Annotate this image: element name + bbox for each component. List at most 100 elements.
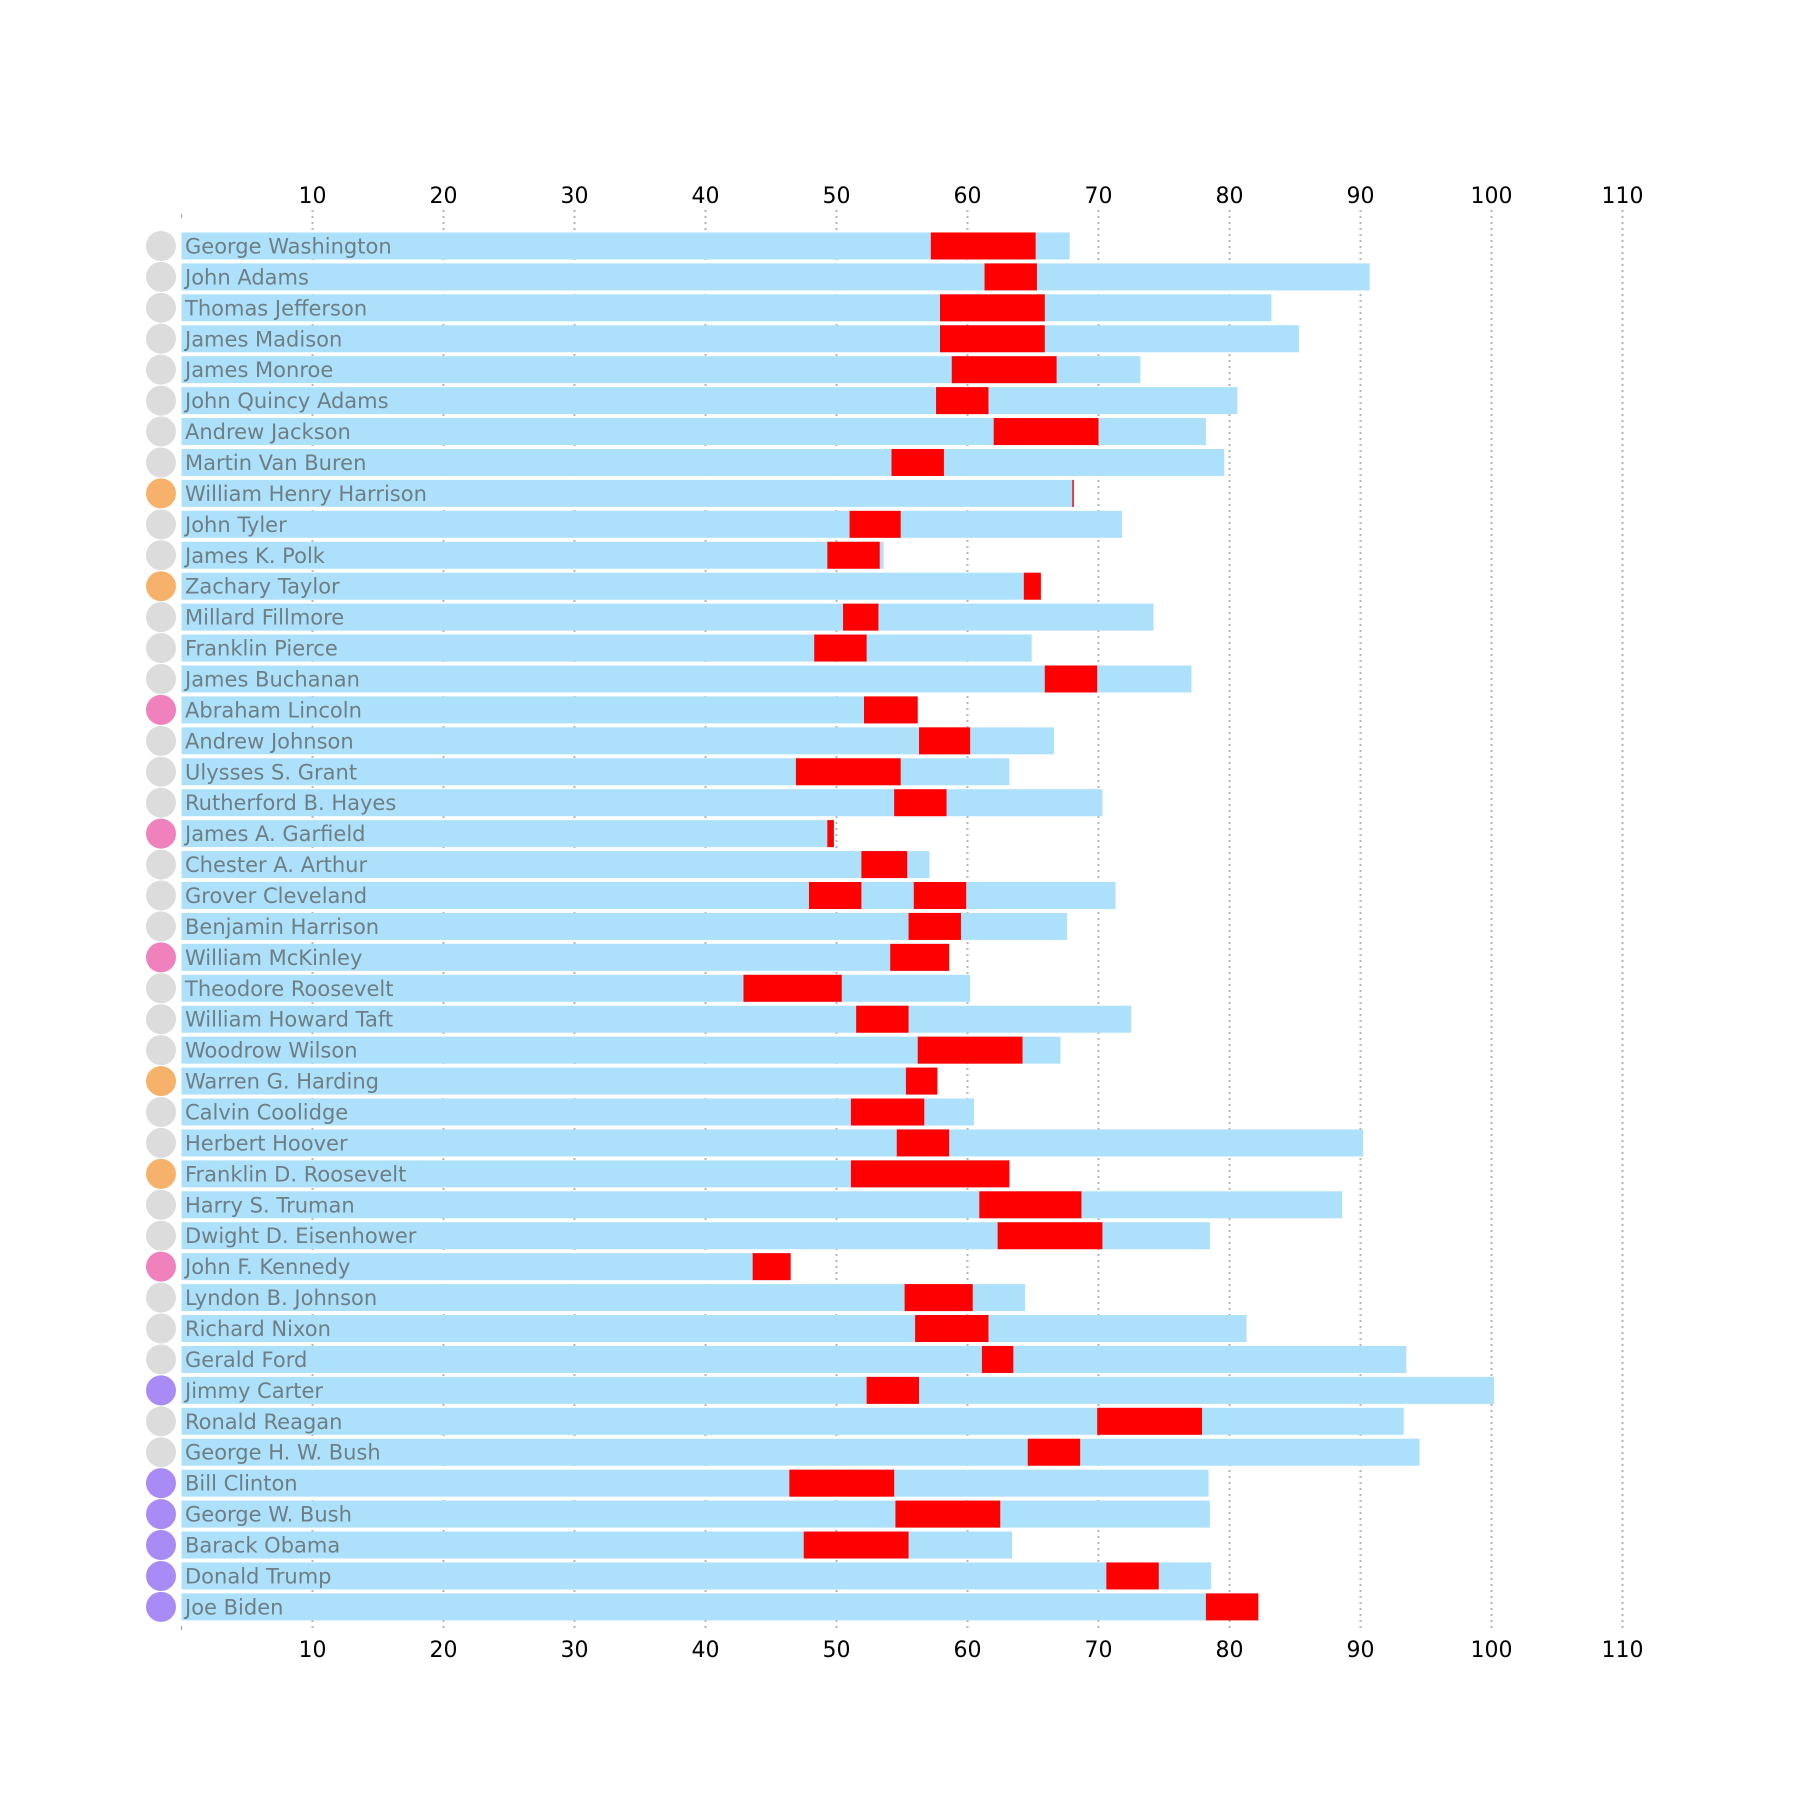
term-bar [752,1253,791,1281]
president-row: Harry S. Truman [146,1189,1343,1220]
president-row: Bill Clinton [146,1468,1209,1499]
lifespan-bar [181,665,1192,693]
status-marker [146,385,176,416]
president-row: Herbert Hoover [146,1127,1364,1158]
status-marker [146,942,176,973]
status-marker [146,973,176,1004]
term-bar [795,758,901,786]
lifespan-bar [181,1407,1404,1435]
president-name: Rutherford B. Hayes [185,791,396,815]
top-tick-label: 110 [1602,184,1644,209]
president-name: Benjamin Harrison [185,915,379,939]
president-row: Ulysses S. Grant [146,756,1010,787]
status-marker [146,911,176,942]
president-name: Harry S. Truman [185,1193,355,1217]
president-row: Lyndon B. Johnson [146,1282,1026,1313]
president-name: Woodrow Wilson [185,1039,358,1063]
president-name: John Tyler [183,513,287,537]
president-row: Jimmy Carter [146,1375,1495,1406]
lifespan-bar [181,294,1272,322]
bottom-tick-label: 30 [561,1638,589,1663]
president-row: John Adams [146,261,1370,292]
president-row: Joe Biden [146,1591,1259,1622]
status-marker [146,725,176,756]
president-name: Franklin Pierce [185,637,338,661]
term-bar [866,1376,920,1404]
president-row: George W. Bush [146,1499,1210,1530]
president-name: James Monroe [183,358,333,382]
president-row: John Tyler [146,509,1123,540]
president-row: Andrew Johnson [146,725,1054,756]
lifespan-bar [181,943,950,971]
status-marker [146,1004,176,1035]
term-bar [930,232,1036,260]
status-marker [146,880,176,911]
lifespan-bar [181,448,1225,476]
president-row: James Madison [146,323,1299,354]
status-marker [146,1066,176,1097]
lifespan-bar [181,696,918,724]
president-name: Franklin D. Roosevelt [185,1162,406,1186]
bottom-tick-label: 100 [1471,1638,1513,1663]
president-row: Barack Obama [146,1530,1013,1561]
status-marker [146,540,176,571]
lifespan-bar [181,1129,1364,1157]
term-bar [951,356,1057,384]
top-tick-label: 10 [299,184,327,209]
president-name: William Howard Taft [185,1008,393,1032]
term-bar [915,1315,989,1343]
lifespan-bar [181,1438,1420,1466]
status-marker [146,849,176,880]
president-name: Herbert Hoover [185,1131,348,1155]
top-tick-label: 30 [561,184,589,209]
bottom-tick-label: 60 [954,1638,982,1663]
president-row: Zachary Taylor [146,571,1041,602]
term-bar [936,387,989,415]
top-tick-label: 40 [692,184,720,209]
lifespan-bar [181,1315,1247,1343]
president-name: George H. W. Bush [185,1441,381,1465]
term-bar [993,418,1099,446]
president-row: John F. Kennedy [146,1251,791,1282]
term-bar [861,851,908,879]
president-row: Woodrow Wilson [146,1035,1061,1066]
president-name: Gerald Ford [185,1348,307,1372]
president-row: Benjamin Harrison [146,911,1068,942]
lifespan-bar [181,851,930,879]
president-name: John Adams [183,265,309,289]
president-row: Grover Cleveland [146,880,1116,911]
status-marker [146,261,176,292]
status-marker [146,1097,176,1128]
status-marker [146,447,176,478]
president-name: James Buchanan [183,667,360,691]
president-row: Theodore Roosevelt [146,973,971,1004]
president-row: Chester A. Arthur [146,849,930,880]
president-name: Calvin Coolidge [185,1101,348,1125]
status-marker [146,787,176,818]
lifespan-bar [181,572,1041,600]
status-marker [146,1313,176,1344]
bottom-tick-label: 20 [430,1638,458,1663]
status-marker [146,1282,176,1313]
term-bar [827,820,834,848]
president-name: Warren G. Harding [185,1070,379,1094]
lifespan-bar [181,1593,1259,1621]
status-marker [146,354,176,385]
president-name: James K. Polk [183,544,326,568]
top-tick-label: 80 [1216,184,1244,209]
status-marker [146,292,176,323]
president-row: William Henry Harrison [146,478,1074,509]
term-bar [843,603,879,631]
president-name: William McKinley [185,946,362,970]
lifespan-bar [181,634,1032,662]
term-bar [890,943,950,971]
president-row: James A. Garfield [146,818,834,849]
lifespan-bar [181,510,1123,538]
top-tick-label: 20 [430,184,458,209]
status-marker [146,663,176,694]
top-tick-label: 100 [1471,184,1513,209]
bottom-tick-label: 90 [1347,1638,1375,1663]
president-name: Bill Clinton [185,1472,298,1496]
president-row: Martin Van Buren [146,447,1225,478]
president-row: Thomas Jefferson [146,292,1272,323]
